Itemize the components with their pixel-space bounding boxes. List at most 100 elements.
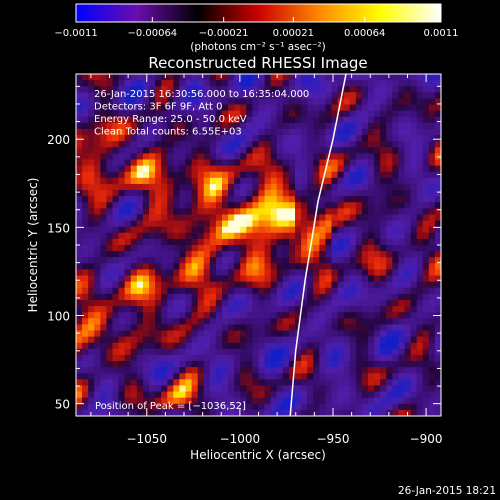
heatmap-cell	[331, 232, 338, 240]
heatmap-cell	[374, 361, 381, 368]
heatmap-cell	[149, 208, 156, 215]
heatmap-cell	[82, 354, 89, 362]
heatmap-cell	[410, 208, 418, 215]
heatmap-cell	[215, 116, 223, 124]
heatmap-cell	[149, 336, 156, 344]
heatmap-cell	[374, 281, 381, 289]
heatmap-cell	[136, 214, 144, 221]
heatmap-cell	[349, 373, 357, 380]
heatmap-cell	[106, 190, 113, 197]
heatmap-cell	[88, 183, 95, 191]
heatmap-cell	[343, 104, 351, 112]
heatmap-cell	[380, 98, 387, 105]
heatmap-cell	[161, 202, 168, 209]
heatmap-cell	[434, 336, 441, 344]
heatmap-cell	[240, 214, 247, 221]
heatmap-cell	[428, 373, 436, 380]
heatmap-cell	[368, 354, 375, 362]
heatmap-cell	[343, 373, 351, 380]
heatmap-cell	[149, 226, 156, 234]
heatmap-cell	[161, 263, 168, 270]
heatmap-cell	[203, 232, 211, 240]
heatmap-cell	[319, 202, 326, 209]
heatmap-cell	[343, 208, 351, 215]
heatmap-cell	[197, 281, 205, 289]
heatmap-cell	[161, 141, 168, 148]
heatmap-cell	[106, 379, 113, 386]
heatmap-cell	[386, 263, 393, 270]
heatmap-cell	[88, 324, 95, 331]
heatmap-cell	[410, 354, 418, 362]
heatmap-cell	[404, 324, 411, 331]
heatmap-cell	[118, 104, 126, 112]
heatmap-cell	[368, 220, 375, 228]
heatmap-cell	[222, 263, 229, 270]
heatmap-cell	[112, 220, 119, 228]
heatmap-cell	[313, 330, 320, 338]
heatmap-cell	[368, 251, 375, 258]
heatmap-cell	[410, 196, 418, 203]
heatmap-cell	[325, 183, 332, 191]
heatmap-cell	[149, 330, 156, 338]
heatmap-cell	[301, 245, 308, 252]
heatmap-cell	[130, 92, 138, 99]
heatmap-cell	[368, 159, 375, 167]
heatmap-cell	[124, 306, 132, 313]
heatmap-cell	[197, 177, 205, 185]
heatmap-cell	[307, 293, 314, 301]
heatmap-cell	[313, 122, 320, 130]
heatmap-cell	[112, 385, 119, 392]
heatmap-cell	[282, 232, 290, 240]
heatmap-cell	[191, 177, 199, 185]
heatmap-cell	[349, 299, 357, 307]
heatmap-cell	[167, 135, 174, 142]
heatmap-cell	[234, 336, 241, 344]
heatmap-cell	[130, 293, 138, 301]
heatmap-cell	[428, 92, 436, 99]
heatmap-cell	[234, 214, 241, 221]
heatmap-cell	[410, 348, 418, 356]
heatmap-cell	[295, 190, 302, 197]
heatmap-cell	[301, 196, 308, 203]
heatmap-cell	[191, 409, 199, 416]
heatmap-cell	[386, 336, 393, 344]
heatmap-cell	[422, 263, 430, 270]
heatmap-cell	[349, 385, 357, 392]
heatmap-cell	[374, 275, 381, 283]
heatmap-cell	[215, 74, 223, 81]
heatmap-cell	[203, 110, 211, 118]
heatmap-cell	[112, 403, 119, 411]
heatmap-cell	[404, 165, 411, 173]
heatmap-cell	[234, 104, 241, 112]
heatmap-cell	[368, 80, 375, 87]
heatmap-cell	[209, 226, 217, 234]
heatmap-cell	[234, 397, 241, 405]
heatmap-cell	[106, 263, 113, 270]
heatmap-cell	[301, 177, 308, 185]
heatmap-cell	[422, 135, 430, 142]
heatmap-cell	[112, 269, 119, 276]
heatmap-cell	[288, 238, 296, 246]
heatmap-cell	[179, 293, 186, 301]
heatmap-cell	[185, 336, 192, 344]
heatmap-cell	[288, 122, 296, 130]
heatmap-cell	[191, 299, 199, 307]
heatmap-cell	[386, 409, 393, 416]
heatmap-cell	[337, 92, 345, 99]
heatmap-cell	[416, 74, 424, 81]
heatmap-cell	[215, 251, 223, 258]
heatmap-cell	[118, 238, 126, 246]
heatmap-cell	[173, 257, 180, 264]
heatmap-cell	[124, 98, 132, 105]
heatmap-cell	[337, 74, 345, 81]
heatmap-cell	[136, 159, 144, 167]
heatmap-cell	[410, 92, 418, 99]
heatmap-cell	[136, 141, 144, 148]
heatmap-cell	[276, 312, 284, 319]
heatmap-cell	[343, 153, 351, 160]
heatmap-cell	[295, 86, 302, 93]
heatmap-cell	[173, 409, 180, 416]
heatmap-cell	[124, 86, 132, 93]
heatmap-cell	[428, 80, 436, 87]
heatmap-cell	[173, 98, 180, 105]
